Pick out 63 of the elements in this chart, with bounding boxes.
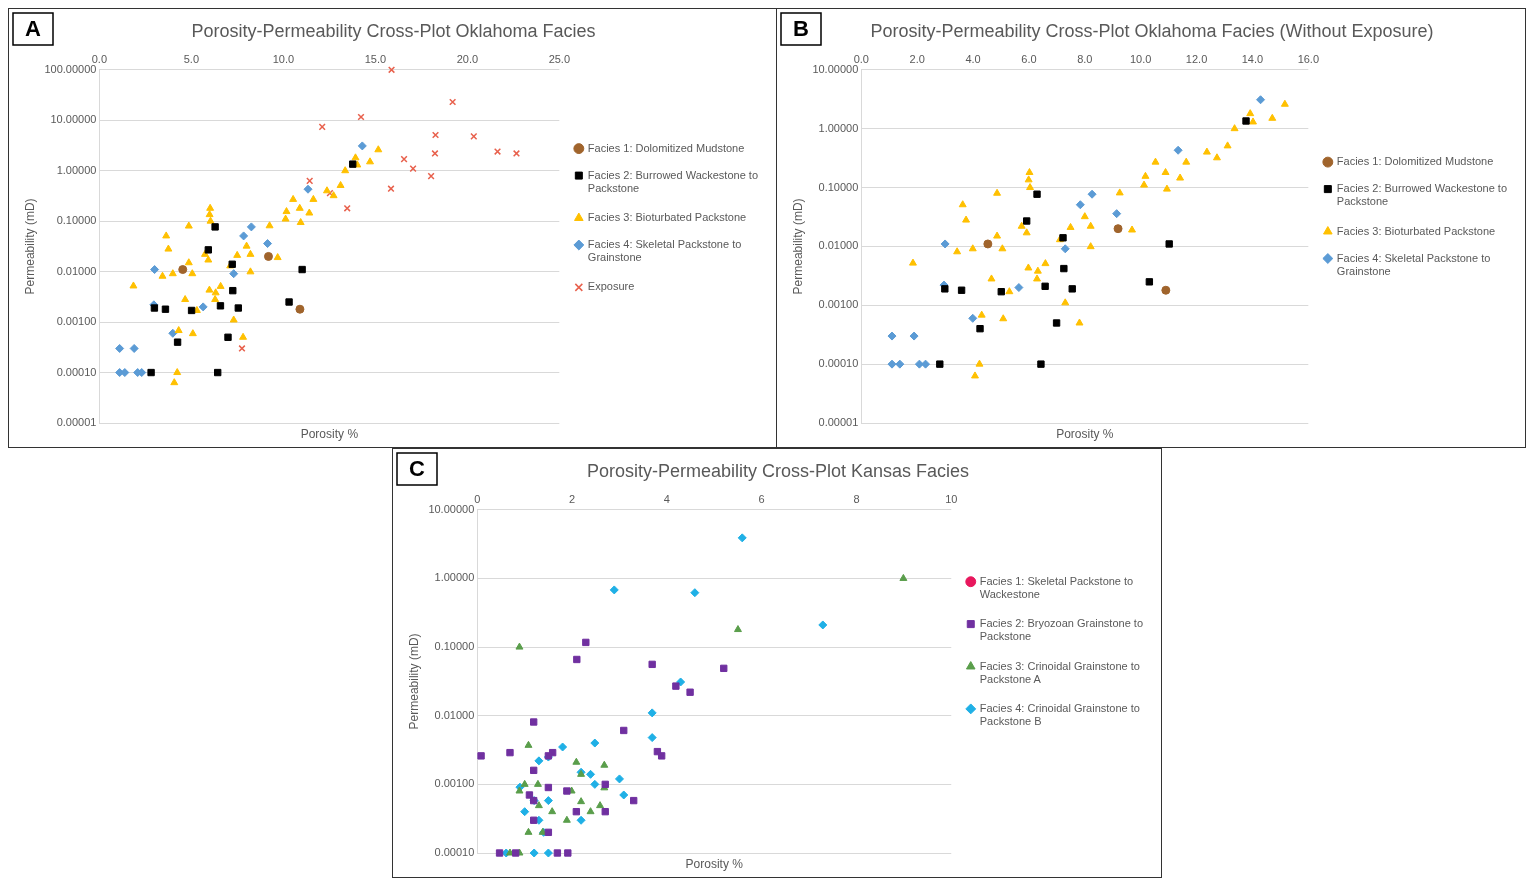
x-tick-label: 10.0 [272,53,295,66]
y-tick-label: 10.00000 [428,502,475,515]
y-tick-label: 0.00001 [818,416,859,429]
y-tick-label: 1.00000 [56,163,97,176]
text: C [409,456,426,482]
y-tick-label: 0.01000 [434,708,475,721]
y-axis-title: Permeability (mD) [22,198,37,295]
y-axis-title: Permeability (mD) [406,633,421,730]
y-tick-label: 0.01000 [818,239,859,252]
x-tick-label: 15.0 [364,53,387,66]
legend-label: Facies 3: Crinoidal Grainstone to Packstone A [979,659,1140,685]
x-tick-label: 6 [758,493,765,506]
legend-label: Facies 4: Skeletal Packstone to Grainstone [587,238,742,264]
x-tick-label: 10.0 [1129,53,1152,66]
y-tick-label: 1.00000 [434,571,475,584]
legend-label: Facies 3: Bioturbated Packstone [587,211,747,224]
y-tick-label: 0.00010 [56,365,97,378]
legend-label: Facies 1: Skeletal Packstone to Wackestone [979,574,1134,600]
x-tick-label: 8 [853,493,860,506]
y-tick-label: 0.00100 [818,298,859,311]
chart-title: Porosity-Permeability Cross-Plot Oklahoma Facies (Without Exposure) [870,20,1434,41]
x-axis-title: Porosity % [685,857,744,872]
legend-label: Facies 3: Bioturbated Packstone [1336,224,1496,237]
text: A [25,16,42,42]
legend-label: Facies 2: Bryozoan Grainstone to Packstone [979,617,1143,643]
y-tick-label: 0.01000 [56,264,97,277]
y-tick-label: 0.00001 [56,416,97,429]
x-tick-label: 20.0 [456,53,479,66]
y-axis-title: Permeability (mD) [790,198,805,295]
legend-label: Facies 2: Burrowed Wackestone to Packstone [1336,182,1507,208]
legend-label: Facies 1: Dolomitized Mudstone [587,141,745,154]
legend-label: Facies 4: Crinoidal Grainstone to Packstone B [979,701,1140,728]
y-tick-label: 0.00100 [56,315,97,328]
legend-label: Facies 1: Dolomitized Mudstone [1336,155,1494,168]
y-tick-label: 1.00000 [818,121,859,134]
x-tick-label: 10 [945,493,958,506]
x-tick-label: 2.0 [909,53,925,66]
chart-title: Porosity-Permeability Cross-Plot Kansas Facies [586,460,970,481]
x-tick-label: 25.0 [548,53,571,66]
x-tick-label: 12.0 [1185,53,1208,66]
chart-title: Porosity-Permeability Cross-Plot Oklahoma Facies [191,20,596,41]
y-tick-label: 0.00100 [434,777,475,790]
x-tick-label: 5.0 [183,53,200,66]
x-tick-label: 14.0 [1241,53,1264,66]
x-tick-label: 4 [663,493,670,506]
x-tick-label: 16.0 [1297,53,1320,66]
y-tick-label: 10.00000 [50,113,97,126]
y-tick-label: 0.10000 [56,214,97,227]
x-tick-label: 0 [474,493,481,506]
x-tick-label: 2 [569,493,576,506]
y-tick-label: 0.00010 [818,357,859,370]
x-tick-label: 8.0 [1077,53,1093,66]
y-tick-label: 0.10000 [818,180,859,193]
y-tick-label: 0.00010 [434,846,475,859]
x-axis-title: Porosity % [1056,427,1114,442]
legend-label: Facies 2: Burrowed Wackestone to Packstone [587,168,758,194]
x-tick-label: 4.0 [965,53,981,66]
x-axis-title: Porosity % [300,427,359,442]
x-tick-label: 6.0 [1021,53,1037,66]
y-tick-label: 0.10000 [434,640,475,653]
legend-label: Facies 4: Skeletal Packstone to Grainstone [1336,251,1491,277]
text: B [793,16,809,42]
legend-label: Exposure [587,280,635,293]
